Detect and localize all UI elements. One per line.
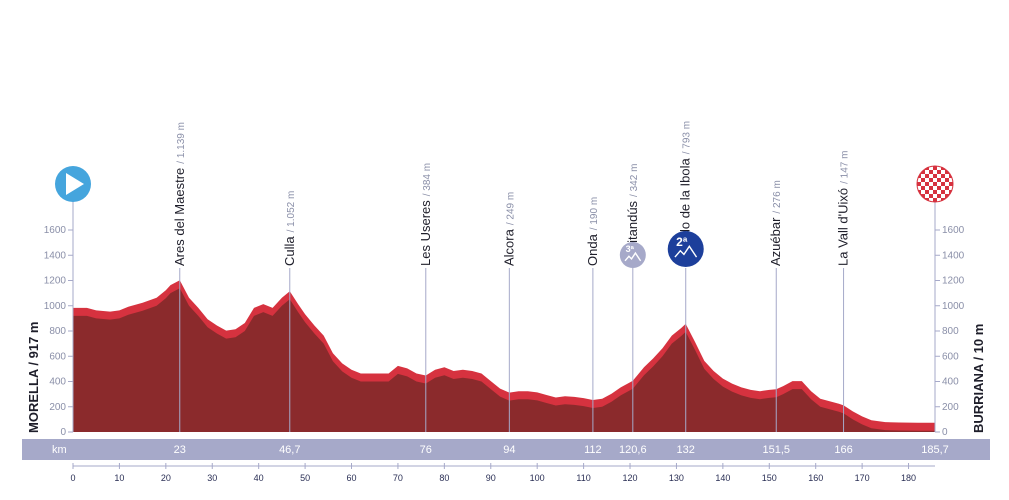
km-mark: 46,7: [279, 444, 300, 456]
category-label: 2ª: [676, 235, 688, 249]
x-tick-label: 170: [855, 473, 870, 483]
km-unit-label: km: [52, 444, 67, 456]
x-tick-label: 0: [70, 473, 75, 483]
y-axis-right: 0 200 400 600 800 1000 1200 1400 1600: [935, 225, 965, 438]
x-tick-label: 160: [808, 473, 823, 483]
y-tick-label: 1000: [942, 301, 965, 312]
y-tick-label: 600: [942, 351, 959, 362]
mountain-icon: [674, 245, 698, 258]
waypoints: Ares del Maestre/ 1.139 m Culla/ 1.052 m L…: [172, 121, 851, 432]
x-tick-label: 180: [901, 473, 916, 483]
y-tick-label: 1600: [44, 225, 67, 236]
x-axis: 0 10 20 30 40 50 60 70 80 90 100 110 120 130 140 150 160…: [70, 463, 916, 483]
x-tick-label: 30: [207, 473, 217, 483]
start-marker: [55, 166, 91, 432]
x-tick-label: 10: [114, 473, 124, 483]
play-icon: [66, 173, 84, 195]
y-tick-label: 0: [60, 427, 66, 438]
x-tick-label: 100: [530, 473, 545, 483]
x-tick-label: 50: [300, 473, 310, 483]
y-tick-label: 1400: [942, 250, 965, 261]
y-tick-label: 200: [942, 402, 959, 413]
y-tick-label: 800: [49, 326, 66, 337]
waypoint-name: La Vall d'Uixó/ 147 m: [836, 151, 851, 266]
waypoint-name: Onda/ 190 m: [585, 197, 600, 266]
finish-marker: [916, 165, 954, 432]
km-waypoint-labels: 23 46,7 76 94 112 120,6 132 151,5 166 185,7: [174, 444, 949, 456]
waypoint-name: Azuébar/ 276 m: [768, 180, 783, 266]
category-badge: [619, 242, 646, 268]
x-tick-label: 60: [347, 473, 357, 483]
km-mark: 76: [420, 444, 432, 456]
y-tick-label: 1200: [44, 276, 67, 287]
km-mark: 23: [174, 444, 186, 456]
km-mark-finish: 185,7: [921, 444, 949, 456]
x-tick-label: 70: [393, 473, 403, 483]
waypoint-name: Alcora/ 249 m: [501, 192, 516, 266]
x-tick-label: 120: [623, 473, 638, 483]
y-tick-label: 600: [49, 351, 66, 362]
y-axis-left: 0 200 400 600 800 1000 1200 1400 1600: [44, 225, 73, 438]
mountain-icon: [624, 251, 642, 262]
y-tick-label: 800: [942, 326, 959, 337]
x-tick-label: 110: [576, 473, 590, 483]
km-mark: 112: [584, 444, 602, 456]
checkered-flag-icon: [917, 166, 953, 202]
km-band: [22, 439, 990, 460]
y-tick-label: 400: [942, 377, 959, 388]
y-tick-label: 1600: [942, 225, 965, 236]
km-mark: 120,6: [619, 444, 647, 456]
x-tick-label: 20: [161, 473, 171, 483]
start-label: MORELLA / 917 m: [26, 322, 41, 433]
y-tick-label: 1200: [942, 276, 965, 287]
y-tick-label: 0: [942, 427, 948, 438]
x-tick-label: 130: [669, 473, 684, 483]
km-mark: 94: [503, 444, 515, 456]
x-tick-label: 40: [254, 473, 264, 483]
y-tick-label: 1400: [44, 250, 67, 261]
y-tick-label: 200: [49, 402, 66, 413]
km-mark: 151,5: [762, 444, 790, 456]
x-tick-label: 150: [762, 473, 777, 483]
category-badge: [667, 231, 704, 267]
y-tick-label: 400: [49, 377, 66, 388]
x-tick-label: 80: [439, 473, 449, 483]
y-tick-label: 1000: [44, 301, 67, 312]
waypoint-name: Les Useres/ 384 m: [418, 163, 433, 266]
waypoint-name: Ares del Maestre/ 1.139 m: [172, 122, 187, 266]
waypoint-name: Culla/ 1.052 m: [282, 191, 297, 266]
km-mark: 132: [677, 444, 695, 456]
x-tick-label: 90: [486, 473, 496, 483]
elevation-profile: [73, 288, 935, 432]
km-mark: 166: [834, 444, 852, 456]
finish-label: BURRIANA / 10 m: [971, 324, 986, 433]
category-label: 3ª: [626, 244, 635, 254]
x-tick-label: 140: [715, 473, 730, 483]
